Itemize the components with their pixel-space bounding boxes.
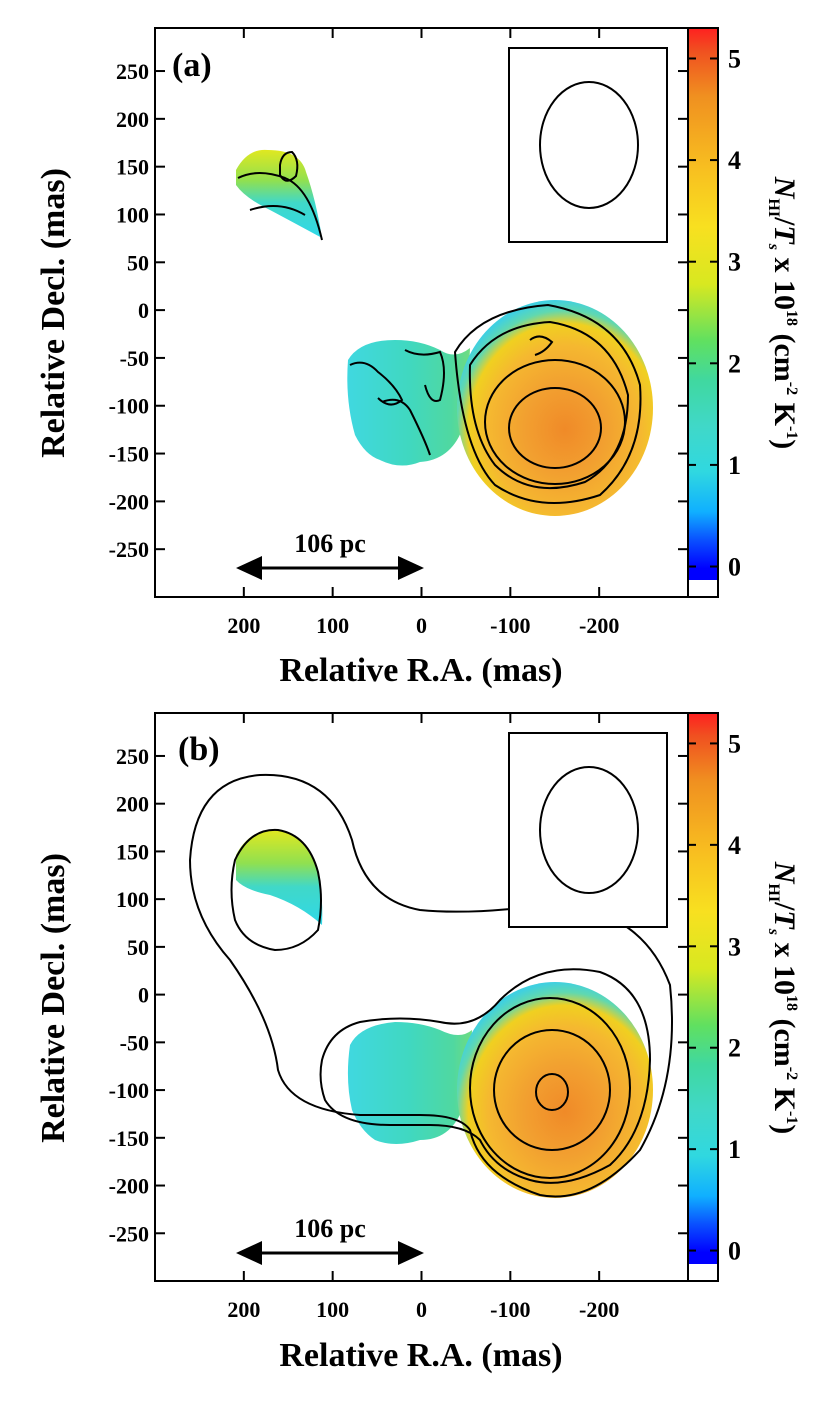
scale-bar: 106 pc [236,529,424,580]
colorbar-tick-label: 5 [728,729,741,758]
x-axis-label: Relative R.A. (mas) [279,1337,562,1374]
y-tick-label: 250 [116,59,149,84]
colorbar-title: NHI/Ts x 1018 (cm-2 K-1) [765,176,801,450]
colorbar-tick-label: 4 [728,146,741,175]
y-tick-label: -100 [109,394,149,419]
x-tick-label: -100 [490,1297,530,1322]
northeast-component [236,149,322,238]
y-tick-label: -50 [120,1030,149,1055]
y-tick-label: 200 [116,792,149,817]
y-tick-label: -200 [109,489,149,514]
y-tick-label: -150 [109,442,149,467]
y-tick-label: 100 [116,887,149,912]
y-tick-label: 50 [127,250,149,275]
x-tick-label: -200 [579,1297,619,1322]
y-tick-label: 50 [127,935,149,960]
y-tick-label: 200 [116,107,149,132]
emission-map [236,149,653,516]
scale-bar-label: 106 pc [294,529,366,558]
central-component [347,340,470,466]
colorbar-tick-label: 3 [728,248,741,277]
panel-a: 106 pc (a) 200 100 0 -100 -20025020015010050… [35,27,801,689]
colorbar-ticks: 0 1 2 3 4 5 [688,44,741,582]
colorbar-tick-label: 1 [728,1135,741,1164]
colorbar-tick-label: 2 [728,349,741,378]
colorbar-tick-label: 4 [728,831,741,860]
y-tick-label: -250 [109,537,149,562]
beam-inset-frame [508,732,668,928]
colorbar-tick-label: 2 [728,1034,741,1063]
colorbar-title: NHI/Ts x 1018 (cm-2 K-1) [765,861,801,1135]
y-tick-label: 100 [116,202,149,227]
x-tick-label: 200 [227,1297,260,1322]
x-axis-label: Relative R.A. (mas) [279,652,562,689]
y-tick-label: 150 [116,839,149,864]
y-axis-label: Relative Decl. (mas) [35,853,72,1143]
colorbar [687,712,719,1282]
northeast-component [236,830,323,925]
emission-map [188,773,673,1198]
x-tick-label: 100 [316,1297,349,1322]
panel-label: (b) [178,731,220,768]
x-tick-label: 200 [227,613,260,638]
central-component [347,1022,472,1144]
colorbar-tick-label: 3 [728,932,741,961]
scale-bar-label: 106 pc [294,1214,366,1243]
axis-ticks: 200 100 0 -100 -200 250 200 150 100 50 0 -50 -100 -15… [109,713,688,1322]
beam-ellipse [539,81,639,209]
colorbar [687,27,719,598]
y-tick-label: -50 [120,346,149,371]
x-tick-label: 0 [416,1297,427,1322]
contours [237,150,642,504]
x-tick-label: 100 [316,613,349,638]
colorbar-tick-label: 1 [728,451,741,480]
colorbar-tick-label: 0 [728,1237,741,1266]
y-tick-label: 0 [138,983,149,1008]
y-tick-label: -250 [109,1221,149,1246]
y-tick-label: 150 [116,155,149,180]
y-axis-label: Relative Decl. (mas) [35,168,72,458]
y-tick-label: -100 [109,1078,149,1103]
beam-ellipse [539,766,639,894]
panel-b: 106 pc (b) 200 100 0 -100 -20025020015010050… [35,712,801,1374]
x-tick-label: 0 [416,613,427,638]
colorbar-ticks: 0 1 2 3 4 5 [688,729,741,1266]
colorbar-tick-label: 5 [728,44,741,73]
y-tick-label: 250 [116,744,149,769]
southwest-component [457,300,653,516]
colorbar-tick-label: 0 [728,553,741,582]
southwest-component [457,982,653,1198]
beam-inset-frame [508,47,668,243]
scale-bar: 106 pc [236,1214,424,1265]
x-tick-label: -100 [490,613,530,638]
axis-ticks: 200 100 0 -100 -200 250 200 150 100 50 0 -50 -100 -15… [109,28,688,638]
y-tick-label: -200 [109,1174,149,1199]
y-tick-label: 0 [138,298,149,323]
contours [188,773,673,1198]
y-tick-label: -150 [109,1126,149,1151]
panel-label: (a) [172,47,212,84]
x-tick-label: -200 [579,613,619,638]
